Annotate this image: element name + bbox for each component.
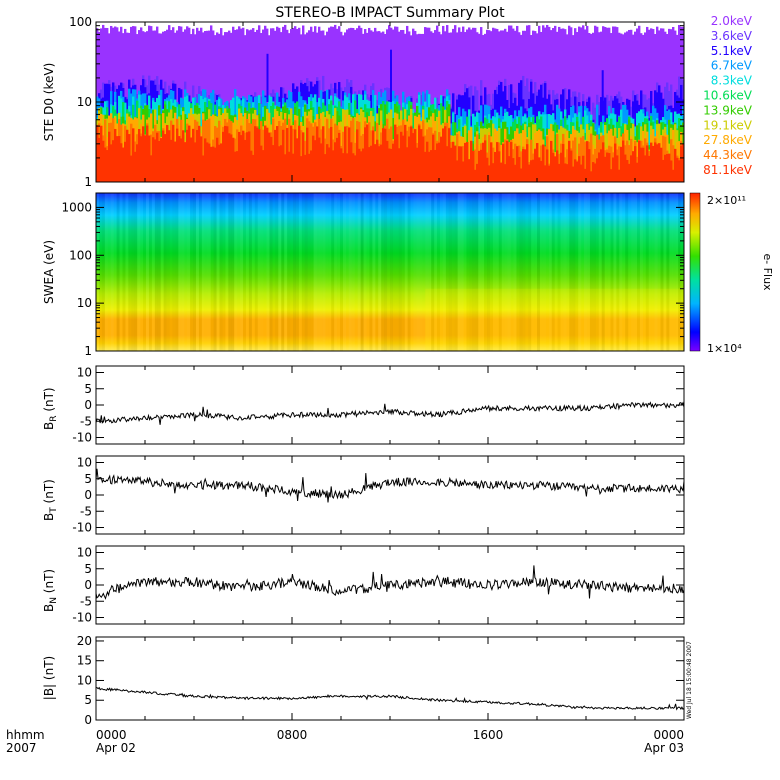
ste-flux-bands [96, 24, 684, 182]
xdate-3: Apr 03 [644, 741, 684, 755]
swea-ytick-1000: 1000 [61, 200, 92, 214]
colorbar-min: 1×10⁴ [707, 342, 742, 355]
bmag-ytick-0: 0 [84, 713, 92, 727]
bt-panel: -10 -5 0 5 10 [72, 455, 685, 535]
ste-legend-44.3keV: 44.3keV [703, 148, 753, 162]
bn-ytick--5: -5 [80, 594, 92, 608]
swea-colorbar [689, 192, 701, 352]
bmag-ytick-10: 10 [77, 673, 92, 687]
ste-ylabel: STE D0 (keV) [42, 63, 56, 142]
bt-sub: T [49, 507, 59, 514]
bt-ytick--5: -5 [80, 504, 92, 518]
br-panel: -10 -5 0 5 10 [72, 365, 685, 445]
bn-ylabel: BN (nT) [42, 569, 59, 612]
xdate-0: Apr 02 [96, 741, 136, 755]
bt-ytick-10: 10 [77, 456, 92, 470]
bmag-ytick-5: 5 [84, 693, 92, 707]
bmag-ytick-20: 20 [77, 634, 92, 648]
footer-hhmm: hhmm [6, 728, 45, 742]
swea-ylabel: SWEA (eV) [42, 240, 56, 304]
bmag-ytick-15: 15 [77, 654, 92, 668]
br-ytick--10: -10 [72, 431, 92, 445]
br-ytick--5: -5 [80, 414, 92, 428]
br-sub: R [49, 416, 59, 422]
bt-ytick-5: 5 [84, 472, 92, 486]
xtick-3: 0000 [653, 728, 684, 742]
br-trace [95, 401, 685, 425]
plot-timestamp: Wed Jul 18 15:00:48 2007 [686, 641, 693, 719]
ste-legend-81.1keV: 81.1keV [703, 163, 753, 177]
br-unit: (nT) [42, 387, 56, 415]
ste-legend-10.6keV: 10.6keV [703, 89, 753, 103]
br-ytick-5: 5 [84, 382, 92, 396]
ste-legend-8.3keV: 8.3keV [711, 74, 753, 88]
xtick-0: 0000 [96, 728, 127, 742]
field-ylabels: BR (nT) BT (nT) BN (nT) |B| (nT) [42, 387, 59, 700]
xtick-1: 0800 [277, 728, 308, 742]
ste-band-81.1keV [96, 124, 684, 182]
bn-ytick-0: 0 [84, 578, 92, 592]
ste-y-axis: 1 10 100 [69, 15, 684, 189]
bmag-panel: 0 5 10 15 20 [77, 634, 685, 727]
swea-ytick-10: 10 [77, 296, 92, 310]
xtick-2: 1600 [473, 728, 504, 742]
bn-sub: N [49, 597, 59, 604]
bt-unit: (nT) [42, 479, 56, 507]
ste-legend-13.9keV: 13.9keV [703, 103, 753, 117]
colorbar-max: 2×10¹¹ [707, 194, 746, 207]
ste-panel: 1 10 100 STE D0 (keV) 2.0keV3.6keV5.1keV6.… [42, 14, 753, 351]
ste-legend-6.7keV: 6.7keV [711, 59, 753, 73]
ste-legend-5.1keV: 5.1keV [711, 44, 753, 58]
bn-ytick-5: 5 [84, 562, 92, 576]
bn-ytick-10: 10 [77, 546, 92, 560]
swea-ytick-100: 100 [69, 248, 92, 262]
ste-legend-2.0keV: 2.0keV [711, 14, 753, 28]
ste-legend-19.1keV: 19.1keV [703, 118, 753, 132]
ste-spikes [266, 49, 604, 102]
bn-trace [95, 565, 685, 600]
br-ytick-0: 0 [84, 398, 92, 412]
plot-title: STEREO-B IMPACT Summary Plot [275, 5, 505, 21]
swea-spectrogram [96, 193, 684, 351]
bmag-trace [96, 686, 685, 711]
ste-ytick-10: 10 [77, 95, 92, 109]
swea-panel: 1 10 100 1000 SWEA (eV) 2×10¹¹ 1×10⁴ e- Flu… [42, 192, 774, 358]
bmag-ylabel: |B| (nT) [42, 656, 56, 700]
bt-ytick--10: -10 [72, 521, 92, 535]
bt-trace [95, 468, 685, 503]
bt-ytick-0: 0 [84, 488, 92, 502]
br-ylabel: BR (nT) [42, 387, 59, 430]
ste-legend: 2.0keV3.6keV5.1keV6.7keV8.3keV10.6keV13.… [703, 14, 753, 177]
bn-panel: -10 -5 0 5 10 [72, 545, 685, 625]
bn-unit: (nT) [42, 569, 56, 597]
bn-ytick--10: -10 [72, 611, 92, 625]
bt-ylabel: BT (nT) [42, 479, 59, 521]
colorbar-label: e- Flux [761, 253, 774, 291]
br-ytick-10: 10 [77, 366, 92, 380]
ste-ytick-1: 1 [84, 175, 92, 189]
swea-y-axis: 1 10 100 1000 [61, 192, 684, 358]
swea-ytick-1: 1 [84, 344, 92, 358]
ste-legend-3.6keV: 3.6keV [711, 29, 753, 43]
ste-legend-27.8keV: 27.8keV [703, 133, 753, 147]
ste-ytick-100: 100 [69, 15, 92, 29]
footer-year: 2007 [6, 741, 37, 755]
